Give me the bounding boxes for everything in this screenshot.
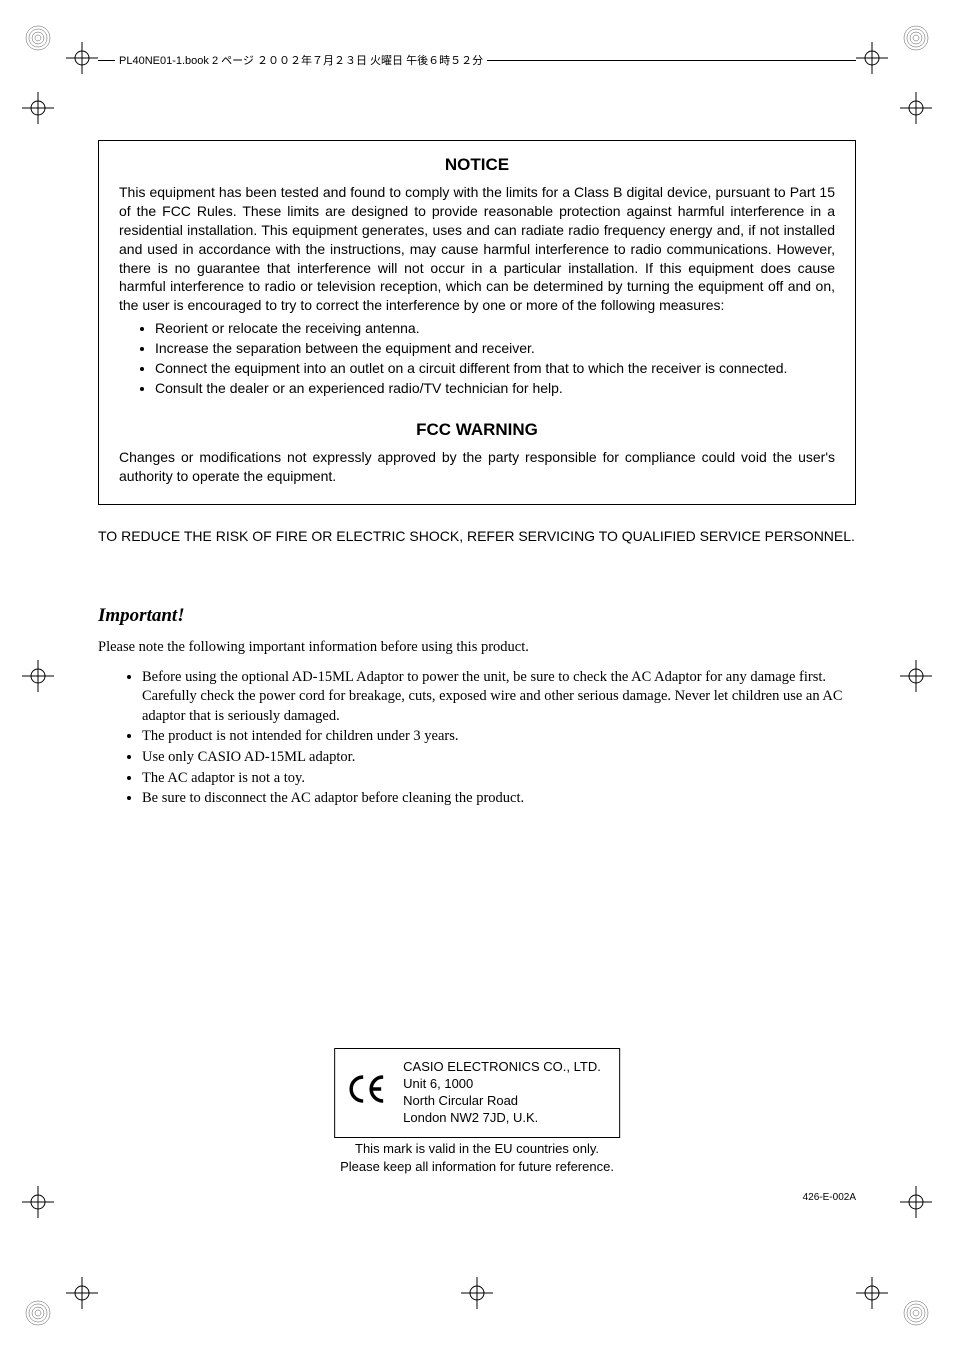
crosshair-icon — [461, 1277, 493, 1309]
notice-bullet-list: Reorient or relocate the receiving anten… — [119, 319, 835, 398]
crosshair-icon — [856, 42, 888, 74]
fcc-warning-title: FCC WARNING — [119, 420, 835, 440]
fcc-warning-body: Changes or modifications not expressly a… — [119, 448, 835, 486]
register-mark-icon — [902, 24, 930, 52]
doc-code: 426-E-002A — [803, 1192, 856, 1203]
crosshair-icon — [66, 42, 98, 74]
register-mark-icon — [902, 1299, 930, 1327]
list-item: The AC adaptor is not a toy. — [142, 769, 856, 789]
ce-footer: This mark is valid in the EU countries o… — [340, 1140, 614, 1176]
ce-mark-icon — [349, 1075, 389, 1110]
register-mark-icon — [24, 24, 52, 52]
ce-box: CASIO ELECTRONICS CO., LTD. Unit 6, 1000… — [334, 1048, 620, 1138]
important-intro: Please note the following important info… — [98, 637, 856, 657]
ce-footer-line: This mark is valid in the EU countries o… — [340, 1140, 614, 1158]
crosshair-icon — [22, 1186, 54, 1218]
ce-addr-line: North Circular Road — [403, 1093, 601, 1110]
list-item: Use only CASIO AD-15ML adaptor. — [142, 748, 856, 768]
ce-footer-line: Please keep all information for future r… — [340, 1158, 614, 1176]
list-item: Connect the equipment into an outlet on … — [155, 359, 835, 378]
crosshair-icon — [856, 1277, 888, 1309]
ce-addr-line: Unit 6, 1000 — [403, 1076, 601, 1093]
list-item: The product is not intended for children… — [142, 727, 856, 747]
notice-body: This equipment has been tested and found… — [119, 183, 835, 315]
list-item: Increase the separation between the equi… — [155, 339, 835, 358]
ce-addr-line: London NW2 7JD, U.K. — [403, 1110, 601, 1127]
crosshair-icon — [22, 660, 54, 692]
list-item: Reorient or relocate the receiving anten… — [155, 319, 835, 338]
crosshair-icon — [66, 1277, 98, 1309]
important-heading: Important! — [98, 605, 856, 627]
register-mark-icon — [24, 1299, 52, 1327]
crosshair-icon — [900, 660, 932, 692]
list-item: Consult the dealer or an experienced rad… — [155, 379, 835, 398]
list-item: Before using the optional AD-15ML Adapto… — [142, 668, 856, 727]
ce-address: CASIO ELECTRONICS CO., LTD. Unit 6, 1000… — [403, 1059, 601, 1127]
list-item: Be sure to disconnect the AC adaptor bef… — [142, 789, 856, 809]
crosshair-icon — [900, 1186, 932, 1218]
page-content: NOTICE This equipment has been tested an… — [98, 140, 856, 810]
header-text: PL40NE01-1.book 2 ページ ２００２年７月２３日 火曜日 午後６… — [115, 52, 487, 68]
crosshair-icon — [22, 92, 54, 124]
crosshair-icon — [900, 92, 932, 124]
notice-fcc-box: NOTICE This equipment has been tested an… — [98, 140, 856, 505]
reduce-risk-text: TO REDUCE THE RISK OF FIRE OR ELECTRIC S… — [98, 527, 856, 546]
important-bullet-list: Before using the optional AD-15ML Adapto… — [98, 668, 856, 809]
ce-company: CASIO ELECTRONICS CO., LTD. — [403, 1059, 601, 1076]
notice-title: NOTICE — [119, 155, 835, 175]
